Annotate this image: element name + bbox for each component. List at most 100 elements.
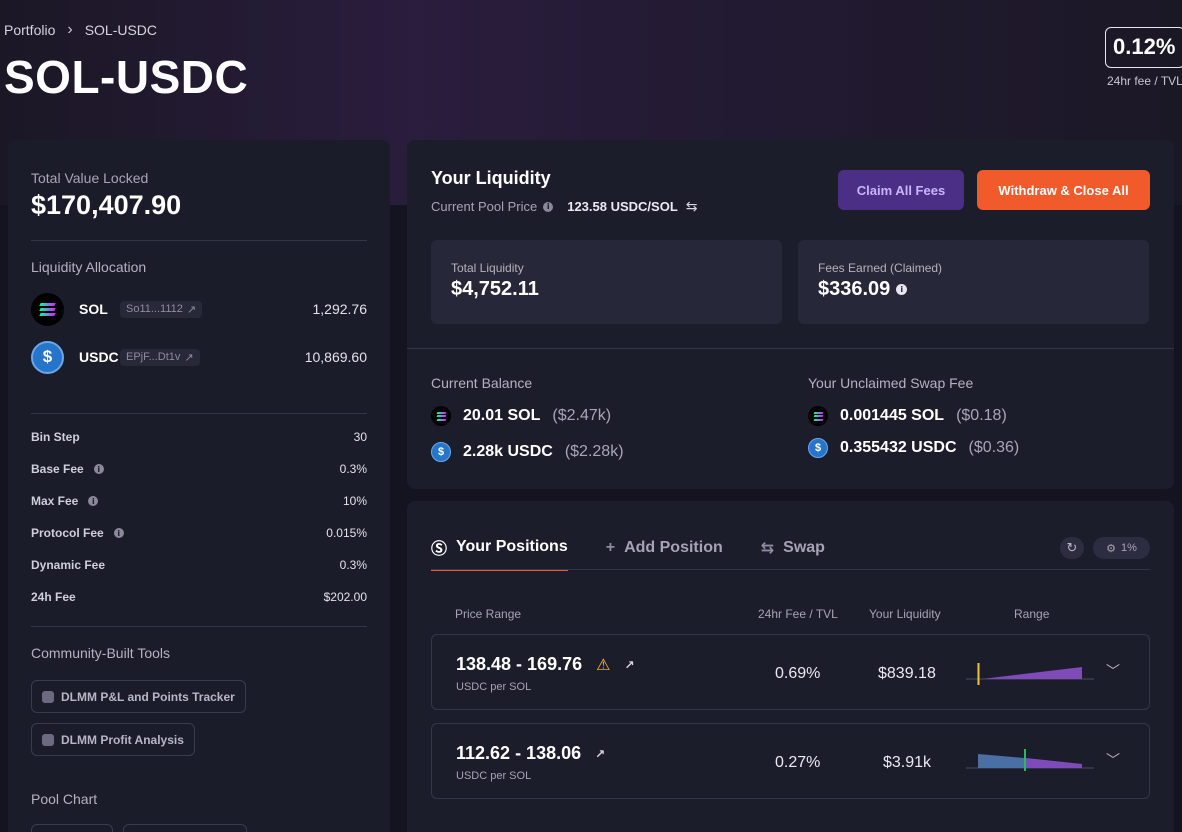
breadcrumb-separator: › [67, 21, 73, 38]
stat-value: 0.015% [326, 526, 367, 540]
token-amount: 10,869.60 [304, 349, 367, 365]
unclaimed-sol: 0.001445 SOL ($0.18) [808, 406, 1007, 426]
tools-title: Community-Built Tools [31, 645, 171, 661]
tvl-label: Total Value Locked [31, 170, 149, 186]
position-price-range: 112.62 - 138.06 [456, 743, 582, 763]
allocation-title: Liquidity Allocation [31, 259, 147, 275]
position-row[interactable]: 138.48 - 169.76 ⚠ ↗ USDC per SOL 0.69% $… [431, 634, 1150, 710]
info-icon[interactable]: i [88, 496, 99, 506]
info-icon[interactable]: i [93, 464, 104, 474]
range-distribution [982, 667, 1082, 679]
stat-value: 30 [353, 430, 367, 444]
info-icon[interactable]: i [113, 528, 124, 538]
token-amount: 1,292.76 [312, 301, 368, 317]
unclaimed-usd: ($0.18) [956, 407, 1007, 424]
positions-panel: Ⓢ Your Positions + Add Position ⇆ Swap ↻… [407, 501, 1174, 832]
unclaimed-amount: 0.001445 SOL [840, 407, 945, 424]
tool-logo-icon [42, 733, 54, 746]
info-icon[interactable]: i [543, 201, 554, 212]
column-header-range: Range [1014, 607, 1050, 621]
page-title: SOL-USDC [4, 51, 249, 103]
divider [31, 413, 367, 414]
range-chart [966, 663, 1094, 685]
token-address: So11...1112 [126, 303, 183, 315]
stat-value: $202.00 [323, 590, 367, 604]
stat-label: Base Fee [31, 462, 84, 476]
external-link-icon[interactable]: ↗ [624, 657, 635, 672]
breadcrumb: Portfolio › SOL-USDC [4, 21, 157, 39]
fees-earned-label: Fees Earned (Claimed) [818, 261, 943, 275]
current-price-marker [977, 663, 980, 685]
token-address: EPjF...Dt1v [126, 351, 181, 363]
usdc-icon: $ [808, 438, 828, 458]
tab-label: Add Position [624, 539, 723, 556]
positions-tabs: Ⓢ Your Positions + Add Position ⇆ Swap [431, 535, 863, 571]
tabs-underline [431, 569, 1150, 570]
chart-option-button[interactable] [123, 824, 247, 832]
external-link-icon: ↗ [186, 303, 197, 316]
fees-earned-value: $336.09 [818, 278, 891, 300]
plus-icon: + [605, 539, 616, 556]
liquidity-title: Your Liquidity [431, 168, 551, 188]
chevron-down-icon[interactable]: ﹀ [1106, 663, 1120, 679]
tool-pnl-tracker-button[interactable]: DLMM P&L and Points Tracker [31, 680, 246, 713]
chart-option-button[interactable] [31, 824, 113, 832]
range-distribution-usdc [1026, 758, 1082, 768]
stat-label: Dynamic Fee [31, 558, 106, 572]
stat-label: Protocol Fee [31, 526, 104, 540]
position-fee-tvl: 0.27% [775, 754, 821, 771]
stat-value: 0.3% [339, 462, 367, 476]
token-address-link[interactable]: So11...1112 ↗ [120, 300, 203, 318]
dollar-circle-icon: Ⓢ [431, 541, 448, 558]
unclaimed-amount: 0.355432 USDC [840, 439, 957, 456]
stat-base-fee: Base Fee i 0.3% [31, 462, 367, 476]
position-row[interactable]: 112.62 - 138.06 ↗ USDC per SOL 0.27% $3.… [431, 723, 1150, 799]
info-icon[interactable]: i [896, 284, 908, 295]
token-address-link[interactable]: EPjF...Dt1v ↗ [120, 348, 200, 366]
claim-all-fees-button[interactable]: Claim All Fees [838, 170, 964, 210]
solana-icon [31, 292, 64, 326]
balance-amount: 2.28k USDC [463, 443, 553, 460]
divider [407, 348, 1174, 349]
breadcrumb-portfolio-link[interactable]: Portfolio [4, 22, 56, 38]
sliders-icon: ⚙ [1106, 542, 1116, 555]
external-link-icon: ↗ [184, 351, 194, 364]
tool-label: DLMM P&L and Points Tracker [61, 689, 235, 704]
token-symbol: USDC [79, 349, 119, 365]
pool-price-value: 123.58 USDC/SOL [567, 199, 678, 214]
external-link-icon[interactable]: ↗ [595, 746, 606, 761]
fee-tvl-value: 0.12% [1105, 27, 1182, 68]
chevron-down-icon[interactable]: ﹀ [1106, 752, 1120, 768]
slippage-settings-button[interactable]: ⚙ 1% [1093, 537, 1150, 559]
refresh-icon: ↻ [1066, 540, 1078, 555]
tool-logo-icon [42, 690, 54, 703]
stat-label: Bin Step [31, 430, 80, 444]
solana-icon [808, 406, 828, 426]
usdc-icon: $ [31, 340, 64, 374]
tab-add-position[interactable]: + Add Position [606, 539, 723, 567]
stat-protocol-fee: Protocol Fee i 0.015% [31, 526, 367, 540]
solana-icon [431, 406, 451, 426]
breadcrumb-current: SOL-USDC [84, 22, 158, 38]
your-liquidity-panel: Your Liquidity Current Pool Price i 123.… [407, 140, 1174, 489]
tab-your-positions[interactable]: Ⓢ Your Positions [431, 535, 568, 571]
invert-price-icon[interactable]: ⇆ [685, 198, 698, 214]
position-unit: USDC per SOL [456, 770, 532, 782]
position-liquidity: $839.18 [878, 665, 936, 682]
tab-swap[interactable]: ⇆ Swap [761, 538, 825, 568]
slippage-value: 1% [1120, 542, 1137, 554]
usdc-icon: $ [431, 442, 451, 462]
refresh-button[interactable]: ↻ [1060, 537, 1084, 559]
total-liquidity-label: Total Liquidity [451, 261, 524, 275]
position-liquidity: $3.91k [883, 754, 932, 771]
withdraw-close-all-button[interactable]: Withdraw & Close All [977, 170, 1150, 210]
pool-chart-title: Pool Chart [31, 791, 98, 807]
stat-value: 0.3% [339, 558, 367, 572]
tab-label: Swap [783, 539, 825, 556]
pool-overview-panel: Total Value Locked $170,407.90 Liquidity… [8, 140, 390, 832]
tool-profit-analysis-button[interactable]: DLMM Profit Analysis [31, 723, 195, 756]
unclaimed-fee-title: Your Unclaimed Swap Fee [808, 375, 974, 391]
position-unit: USDC per SOL [456, 681, 532, 693]
token-symbol: SOL [79, 301, 108, 317]
swap-arrows-icon: ⇆ [760, 540, 775, 557]
